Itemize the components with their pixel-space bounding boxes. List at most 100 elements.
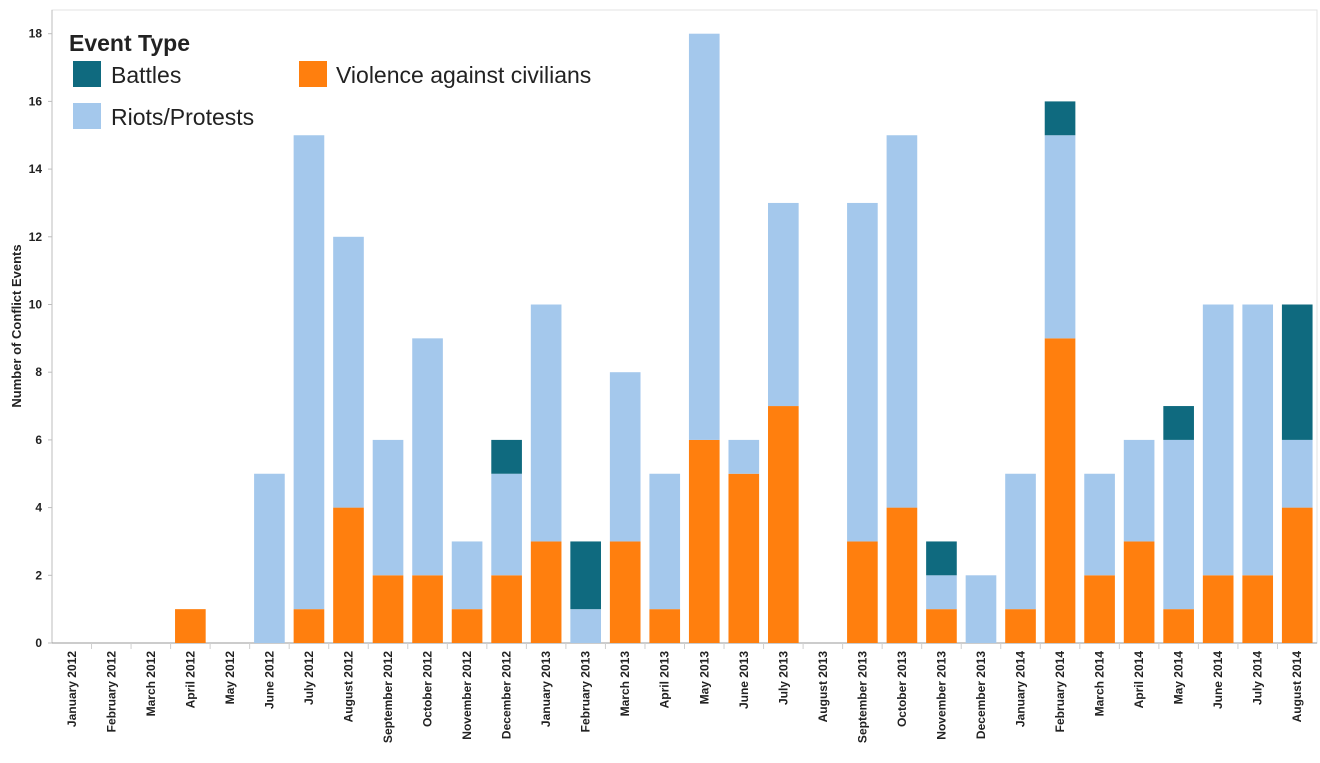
bar-violence-against-civilians-july-2012: [293, 609, 325, 643]
x-tick-label-january-2013: January 2013: [539, 651, 553, 727]
bar-violence-against-civilians-april-2012: [175, 609, 206, 643]
bar-riots-protests-july-2012: [293, 135, 325, 610]
bar-violence-against-civilians-june-2013: [728, 473, 760, 643]
bar-violence-against-civilians-september-2013: [847, 541, 878, 643]
bar-violence-against-civilians-october-2013: [886, 507, 918, 643]
x-tick-label-september-2012: September 2012: [381, 651, 395, 743]
bar-violence-against-civilians-april-2013: [649, 609, 681, 643]
bar-violence-against-civilians-april-2014: [1123, 541, 1155, 643]
y-axis-label: Number of Conflict Events: [9, 244, 24, 407]
legend-label-battles: Battles: [111, 62, 181, 88]
x-tick-label-february-2012: February 2012: [104, 651, 118, 733]
legend-title: Event Type: [69, 30, 190, 56]
y-tick-label-18: 18: [29, 27, 43, 41]
bar-violence-against-civilians-march-2014: [1084, 575, 1115, 643]
legend-swatch-riots-protests: [73, 103, 101, 129]
x-tick-label-march-2013: March 2013: [618, 651, 632, 717]
bar-violence-against-civilians-july-2014: [1242, 575, 1274, 643]
x-axis-ticks: January 2012 February 2012 March 2012 April…: [65, 643, 1304, 743]
x-tick-label-november-2013: November 2013: [934, 651, 948, 740]
x-tick-label-march-2014: March 2014: [1093, 651, 1107, 717]
bar-riots-protests-may-2014: [1163, 439, 1194, 610]
x-tick-label-august-2013: August 2013: [816, 651, 830, 723]
y-tick-label-16: 16: [29, 94, 43, 108]
y-tick-label-10: 10: [29, 297, 43, 311]
x-tick-label-february-2013: February 2013: [579, 651, 593, 733]
bar-battles-november-2013: [926, 541, 957, 576]
legend-swatch-violence-against-civilians: [299, 61, 327, 87]
bar-violence-against-civilians-august-2014: [1281, 507, 1313, 643]
bar-riots-protests-august-2012: [333, 236, 364, 508]
bar-riots-protests-september-2013: [847, 202, 878, 542]
bar-battles-may-2014: [1163, 406, 1194, 440]
bar-riots-protests-march-2013: [609, 372, 641, 542]
bar-riots-protests-march-2014: [1084, 473, 1115, 576]
x-tick-label-may-2012: May 2012: [223, 651, 237, 705]
x-tick-label-march-2012: March 2012: [144, 651, 158, 717]
bar-violence-against-civilians-january-2013: [530, 541, 562, 643]
bar-riots-protests-october-2013: [886, 135, 918, 508]
x-tick-label-january-2012: January 2012: [65, 651, 79, 727]
bar-riots-protests-july-2013: [768, 202, 799, 407]
bar-riots-protests-november-2013: [926, 575, 957, 610]
y-axis-ticks: 0 2 4 6 8 10 12 14 16 18: [29, 27, 52, 650]
bar-violence-against-civilians-february-2014: [1044, 338, 1076, 643]
y-tick-label-12: 12: [29, 230, 43, 244]
x-tick-label-june-2014: June 2014: [1211, 651, 1225, 709]
bar-riots-protests-september-2012: [372, 439, 404, 576]
bar-battles-february-2013: [570, 541, 601, 610]
bar-riots-protests-december-2012: [491, 473, 522, 576]
bar-riots-protests-october-2012: [412, 338, 443, 576]
y-tick-label-6: 6: [35, 433, 42, 447]
bar-riots-protests-january-2013: [530, 304, 562, 542]
x-tick-label-june-2013: June 2013: [737, 651, 751, 709]
x-tick-label-november-2012: November 2012: [460, 651, 474, 740]
bar-violence-against-civilians-july-2013: [768, 406, 799, 643]
bar-violence-against-civilians-june-2014: [1202, 575, 1234, 643]
x-tick-label-april-2012: April 2012: [183, 651, 197, 709]
bar-violence-against-civilians-november-2012: [451, 609, 483, 643]
bar-riots-protests-january-2014: [1005, 473, 1036, 610]
x-tick-label-may-2014: May 2014: [1172, 651, 1186, 705]
legend: Event Type Battles Violence against civi…: [69, 30, 591, 130]
y-tick-label-4: 4: [35, 501, 42, 515]
x-tick-label-december-2013: December 2013: [974, 651, 988, 739]
bar-violence-against-civilians-august-2012: [333, 507, 364, 643]
bar-violence-against-civilians-october-2012: [412, 575, 443, 643]
bar-riots-protests-december-2013: [965, 575, 997, 643]
bar-battles-august-2014: [1281, 304, 1313, 440]
bar-violence-against-civilians-may-2014: [1163, 609, 1194, 643]
x-tick-label-april-2013: April 2013: [658, 651, 672, 709]
bar-riots-protests-february-2013: [570, 609, 601, 643]
bar-violence-against-civilians-november-2013: [926, 609, 957, 643]
x-tick-label-october-2013: October 2013: [895, 651, 909, 727]
bar-violence-against-civilians-january-2014: [1005, 609, 1036, 643]
x-tick-label-august-2014: August 2014: [1290, 651, 1304, 723]
x-tick-label-february-2014: February 2014: [1053, 651, 1067, 733]
y-tick-label-2: 2: [35, 568, 42, 582]
y-tick-label-14: 14: [29, 162, 43, 176]
x-tick-label-september-2013: September 2013: [855, 651, 869, 743]
y-tick-label-8: 8: [35, 365, 42, 379]
legend-swatch-battles: [73, 61, 101, 87]
x-tick-label-october-2012: October 2012: [421, 651, 435, 727]
x-tick-label-january-2014: January 2014: [1014, 651, 1028, 727]
bar-riots-protests-june-2012: [254, 473, 285, 643]
bar-riots-protests-november-2012: [451, 541, 483, 610]
bar-riots-protests-april-2014: [1123, 439, 1155, 542]
bar-violence-against-civilians-march-2013: [609, 541, 641, 643]
bar-riots-protests-june-2013: [728, 439, 760, 474]
x-tick-label-july-2012: July 2012: [302, 651, 316, 705]
bar-battles-february-2014: [1044, 101, 1076, 136]
x-tick-label-april-2014: April 2014: [1132, 651, 1146, 709]
legend-label-riots-protests: Riots/Protests: [111, 104, 254, 130]
x-tick-label-june-2012: June 2012: [262, 651, 276, 709]
x-tick-label-may-2013: May 2013: [697, 651, 711, 705]
bar-riots-protests-august-2014: [1281, 439, 1313, 508]
y-tick-label-0: 0: [35, 636, 42, 650]
bar-violence-against-civilians-may-2013: [688, 439, 720, 643]
bar-violence-against-civilians-december-2012: [491, 575, 522, 643]
x-tick-label-july-2014: July 2014: [1251, 651, 1265, 705]
bar-riots-protests-june-2014: [1202, 304, 1234, 576]
